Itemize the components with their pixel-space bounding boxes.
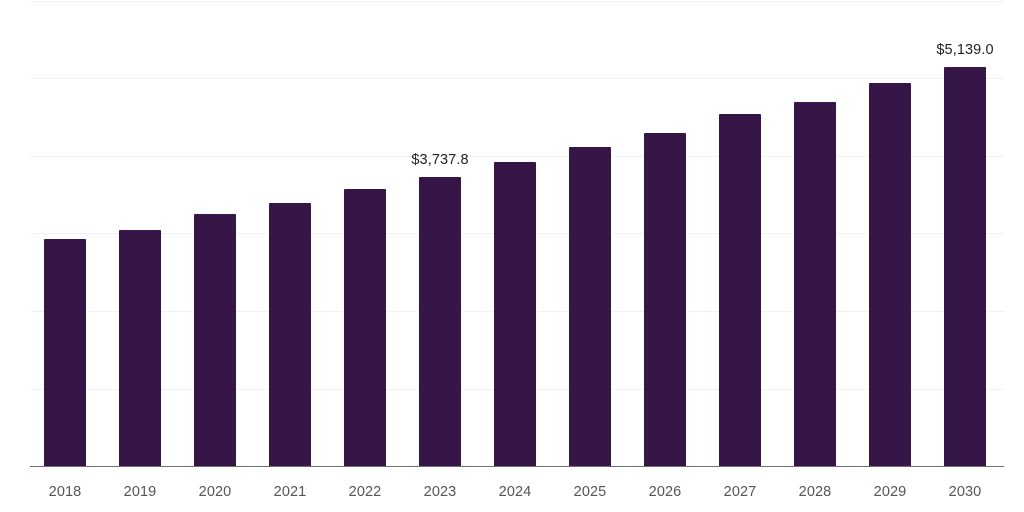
bar-2022[interactable] — [344, 189, 386, 466]
x-label-2023: 2023 — [423, 484, 457, 500]
gridline — [30, 1, 1004, 2]
bar-2023[interactable] — [419, 177, 461, 466]
x-label-2024: 2024 — [498, 484, 532, 500]
x-label-2028: 2028 — [798, 484, 832, 500]
x-label-2027: 2027 — [723, 484, 757, 500]
bar-2030[interactable] — [944, 67, 986, 466]
x-label-2021: 2021 — [273, 484, 307, 500]
bar-2027[interactable] — [719, 114, 761, 466]
x-label-2030: 2030 — [948, 484, 982, 500]
x-axis-line — [30, 466, 1004, 467]
x-label-2018: 2018 — [48, 484, 82, 500]
gridline — [30, 156, 1004, 157]
x-label-2022: 2022 — [348, 484, 382, 500]
x-label-2019: 2019 — [123, 484, 157, 500]
gridline — [30, 78, 1004, 79]
bar-2020[interactable] — [194, 214, 236, 466]
bar-2025[interactable] — [569, 147, 611, 466]
x-label-2025: 2025 — [573, 484, 607, 500]
bar-2024[interactable] — [494, 162, 536, 466]
x-label-2020: 2020 — [198, 484, 232, 500]
bar-2018[interactable] — [44, 239, 86, 466]
bar-2019[interactable] — [119, 230, 161, 466]
bar-2026[interactable] — [644, 133, 686, 466]
data-label-2023: $3,737.8 — [411, 152, 469, 168]
x-label-2029: 2029 — [873, 484, 907, 500]
bar-2028[interactable] — [794, 102, 836, 466]
x-label-2026: 2026 — [648, 484, 682, 500]
bar-2021[interactable] — [269, 203, 311, 466]
data-label-2030: $5,139.0 — [936, 42, 994, 58]
bar-2029[interactable] — [869, 83, 911, 466]
